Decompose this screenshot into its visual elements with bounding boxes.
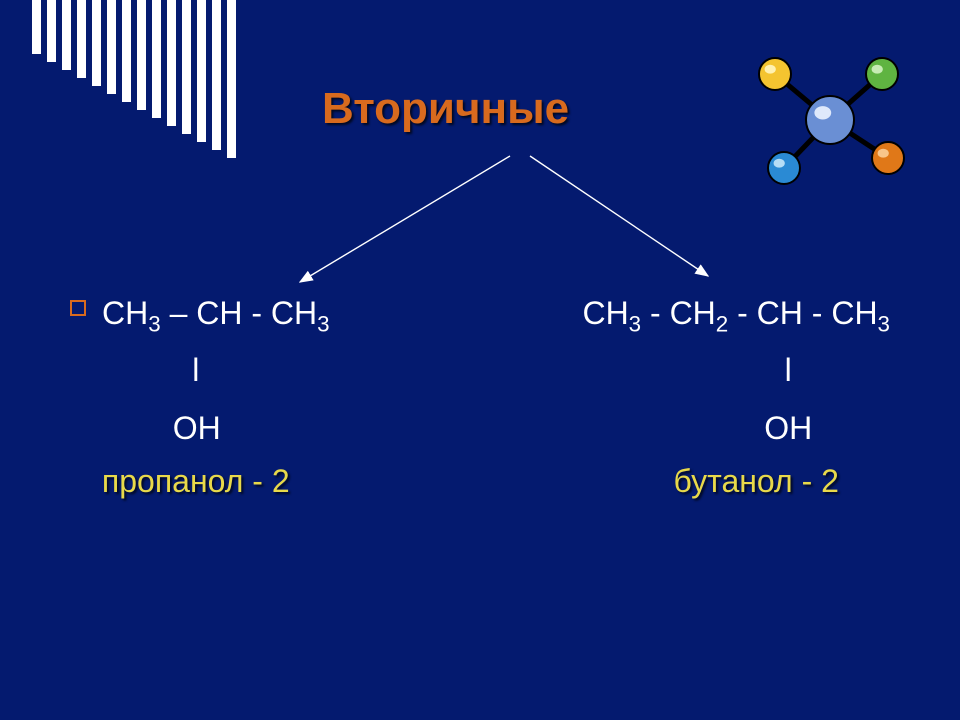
right-formula-row: CH3 - CH2 - CH - CH3 [582, 288, 890, 342]
right-name: бутанол - 2 [674, 463, 839, 500]
branch-arrows [200, 150, 760, 290]
slide-title: Вторичные [322, 84, 569, 134]
left-name: пропанол - 2 [102, 463, 290, 500]
right-oh: OH [764, 400, 812, 458]
right-column: CH3 - CH2 - CH - CH3 l OH бутанол - 2 [582, 288, 890, 500]
left-formula-row: CH3 – CH - CH3 [70, 288, 330, 342]
decorative-bars [32, 0, 236, 158]
formula-columns: CH3 – CH - CH3 l OH пропанол - 2 CH3 - C… [70, 288, 890, 500]
left-bond: l [192, 342, 199, 400]
slide: Вторичные CH3 – CH - CH3 l OH пропанол -… [0, 0, 960, 720]
right-formula: CH3 - CH2 - CH - CH3 [582, 288, 890, 342]
bullet-icon [70, 300, 86, 316]
molecule-icon [740, 40, 920, 200]
right-bond: l [785, 342, 792, 400]
left-oh: OH [173, 400, 221, 458]
left-column: CH3 – CH - CH3 l OH пропанол - 2 [70, 288, 330, 500]
left-formula: CH3 – CH - CH3 [102, 288, 330, 342]
